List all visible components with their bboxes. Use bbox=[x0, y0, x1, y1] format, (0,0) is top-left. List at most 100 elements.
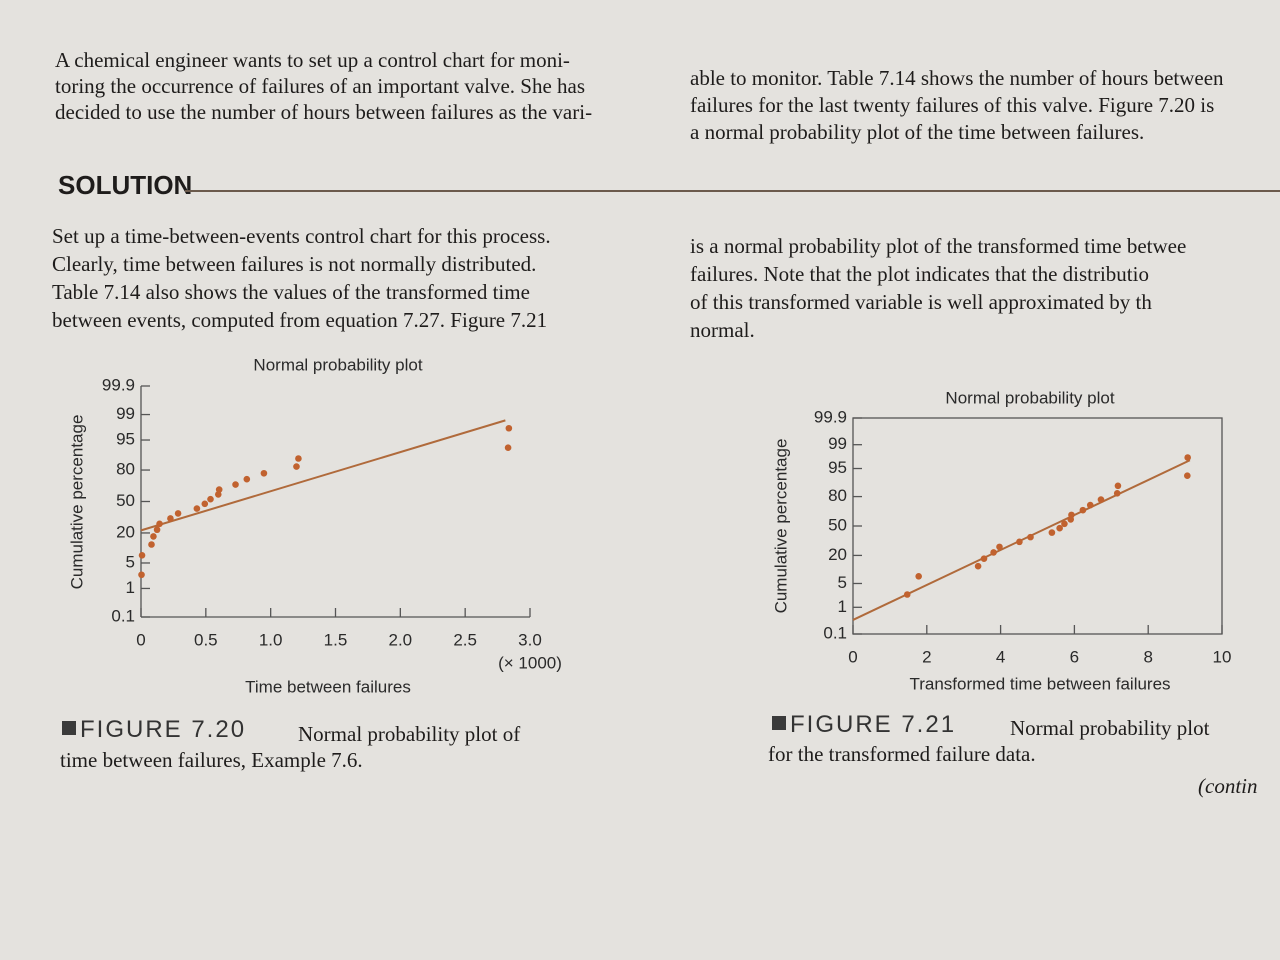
point bbox=[156, 520, 163, 528]
chart-title: Normal probability plot bbox=[253, 355, 422, 374]
text-line: normal. bbox=[690, 318, 755, 342]
text-line: is a normal probability plot of the tran… bbox=[690, 234, 1187, 258]
x-tick-label: 2.0 bbox=[389, 630, 413, 649]
point bbox=[1068, 511, 1075, 519]
y-tick-label: 99 bbox=[116, 404, 135, 423]
text-line: toring the occurrence of failures of an … bbox=[55, 74, 586, 98]
x-axis-label: Transformed time between failures bbox=[909, 674, 1170, 693]
point bbox=[1086, 501, 1094, 509]
point bbox=[1056, 524, 1063, 532]
x-tick-label: 0.5 bbox=[194, 630, 218, 649]
point bbox=[903, 591, 911, 598]
point bbox=[193, 505, 201, 512]
y-tick-label: 99 bbox=[828, 434, 847, 453]
point bbox=[505, 424, 513, 432]
text-line: A chemical engineer wants to set up a co… bbox=[55, 48, 570, 72]
text-line: decided to use the number of hours betwe… bbox=[55, 100, 593, 124]
fit-line bbox=[140, 419, 506, 532]
point bbox=[138, 571, 145, 579]
point bbox=[174, 510, 182, 517]
section-heading: SOLUTION bbox=[58, 170, 193, 200]
point bbox=[996, 543, 1003, 551]
x-tick-label: 4 bbox=[996, 647, 1005, 666]
point bbox=[232, 481, 239, 488]
point bbox=[1061, 520, 1068, 528]
rule bbox=[185, 190, 1280, 192]
point bbox=[207, 495, 214, 503]
y-tick-label: 50 bbox=[116, 491, 135, 510]
x-tick-label: 1.5 bbox=[324, 630, 348, 649]
y-tick-label: 1 bbox=[838, 597, 847, 616]
plot-frame bbox=[852, 417, 1223, 635]
x-axis-unit: (× 1000) bbox=[498, 653, 562, 672]
text-line: Clearly, time between failures is not no… bbox=[52, 252, 537, 276]
point bbox=[1016, 538, 1023, 546]
y-tick-label: 20 bbox=[116, 522, 135, 541]
text-line: failures. Note that the plot indicates t… bbox=[690, 262, 1149, 286]
y-tick-label: 99.9 bbox=[814, 407, 847, 426]
y-tick-label: 95 bbox=[116, 430, 135, 449]
point bbox=[167, 515, 174, 522]
chart-title: Normal probability plot bbox=[945, 388, 1114, 407]
y-tick-label: 20 bbox=[828, 545, 847, 564]
point bbox=[138, 552, 146, 559]
point bbox=[980, 555, 988, 562]
y-tick-label: 5 bbox=[126, 552, 135, 571]
x-tick-label: 0 bbox=[848, 647, 857, 666]
point bbox=[295, 455, 302, 462]
caption-line: for the transformed failure data. bbox=[768, 742, 1036, 766]
text-line: failures for the last twenty failures of… bbox=[690, 93, 1215, 117]
y-tick-label: 1 bbox=[126, 578, 135, 597]
point bbox=[148, 541, 155, 548]
y-tick-label: 50 bbox=[828, 515, 847, 534]
point bbox=[915, 573, 922, 580]
y-tick-label: 80 bbox=[828, 486, 847, 505]
point bbox=[1184, 472, 1191, 479]
point bbox=[201, 500, 209, 508]
y-tick-label: 99.9 bbox=[102, 375, 135, 394]
caption-line: Normal probability plot bbox=[1010, 716, 1210, 740]
x-tick-label: 3.0 bbox=[518, 630, 542, 649]
point bbox=[1048, 529, 1056, 536]
point bbox=[1079, 506, 1087, 514]
text-line: Set up a time-between-events control cha… bbox=[52, 224, 551, 248]
x-axis-label: Time between failures bbox=[245, 677, 411, 696]
x-tick-label: 0 bbox=[136, 630, 145, 649]
point bbox=[1027, 533, 1034, 541]
point bbox=[293, 463, 300, 470]
point bbox=[1184, 454, 1191, 461]
point bbox=[153, 526, 161, 534]
text-line: able to monitor. Table 7.14 shows the nu… bbox=[690, 66, 1224, 90]
point bbox=[990, 549, 997, 556]
y-tick-label: 95 bbox=[828, 458, 847, 477]
y-tick-label: 0.1 bbox=[111, 606, 135, 625]
y-tick-label: 0.1 bbox=[823, 623, 847, 642]
text-line: Table 7.14 also shows the values of the … bbox=[52, 280, 530, 304]
x-tick-label: 2.5 bbox=[453, 630, 477, 649]
y-tick-label: 80 bbox=[116, 460, 135, 479]
point bbox=[1114, 482, 1122, 490]
text-line: between events, computed from equation 7… bbox=[52, 308, 548, 332]
point bbox=[974, 562, 982, 570]
x-tick-label: 6 bbox=[1070, 647, 1079, 666]
figure-marker bbox=[62, 721, 76, 735]
point bbox=[215, 486, 223, 493]
y-axis-label: Cumulative percentage bbox=[67, 415, 86, 590]
text-line: of this transformed variable is well app… bbox=[690, 290, 1152, 314]
point bbox=[504, 444, 512, 451]
point bbox=[1097, 496, 1105, 503]
point bbox=[243, 475, 251, 483]
continued: (contin bbox=[1198, 774, 1258, 798]
figure-label: FIGURE 7.20 bbox=[80, 716, 247, 743]
figure-marker bbox=[772, 716, 786, 730]
x-tick-label: 10 bbox=[1213, 647, 1232, 666]
x-tick-label: 8 bbox=[1143, 647, 1152, 666]
caption-line: Normal probability plot of bbox=[298, 722, 521, 746]
point bbox=[150, 533, 157, 540]
y-axis-label: Cumulative percentage bbox=[771, 439, 790, 614]
point bbox=[260, 469, 268, 477]
x-tick-label: 1.0 bbox=[259, 630, 283, 649]
figure-label: FIGURE 7.21 bbox=[790, 711, 957, 738]
caption-line: time between failures, Example 7.6. bbox=[60, 748, 363, 772]
